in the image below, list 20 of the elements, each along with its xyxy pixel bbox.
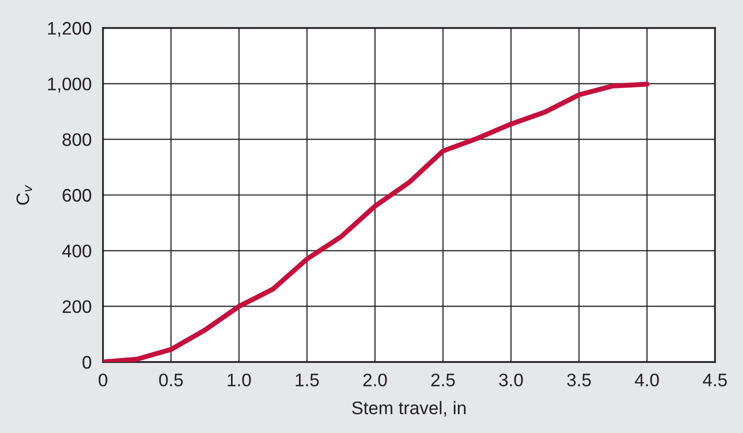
y-tick-label: 200 bbox=[62, 300, 92, 314]
x-tick-label: 1.5 bbox=[296, 374, 319, 386]
line-series bbox=[103, 82, 650, 362]
x-tick-label: 3.0 bbox=[499, 374, 523, 386]
y-tick-label: 0 bbox=[82, 356, 92, 369]
y-tick-label: 600 bbox=[62, 188, 92, 202]
y-tick-label: 400 bbox=[62, 244, 92, 258]
y-tick-label: 1,000 bbox=[48, 78, 92, 93]
x-tick-label: 0.5 bbox=[159, 374, 183, 386]
x-axis-title: Stem travel, in bbox=[352, 401, 466, 416]
x-tick-label: 4.5 bbox=[702, 374, 727, 386]
x-tick-label: 3.5 bbox=[567, 374, 591, 386]
y-tick-label: 1,200 bbox=[48, 22, 92, 37]
x-tick-label: 4.0 bbox=[634, 374, 659, 386]
x-tick-label: 2.0 bbox=[363, 374, 387, 386]
y-axis-title: C$_{v}$ bbox=[16, 184, 32, 205]
y-tick-label: 800 bbox=[62, 133, 92, 146]
x-tick-label: 1.0 bbox=[228, 374, 251, 386]
x-tick-label: 0 bbox=[98, 374, 108, 386]
x-tick-label: 2.5 bbox=[431, 374, 455, 386]
